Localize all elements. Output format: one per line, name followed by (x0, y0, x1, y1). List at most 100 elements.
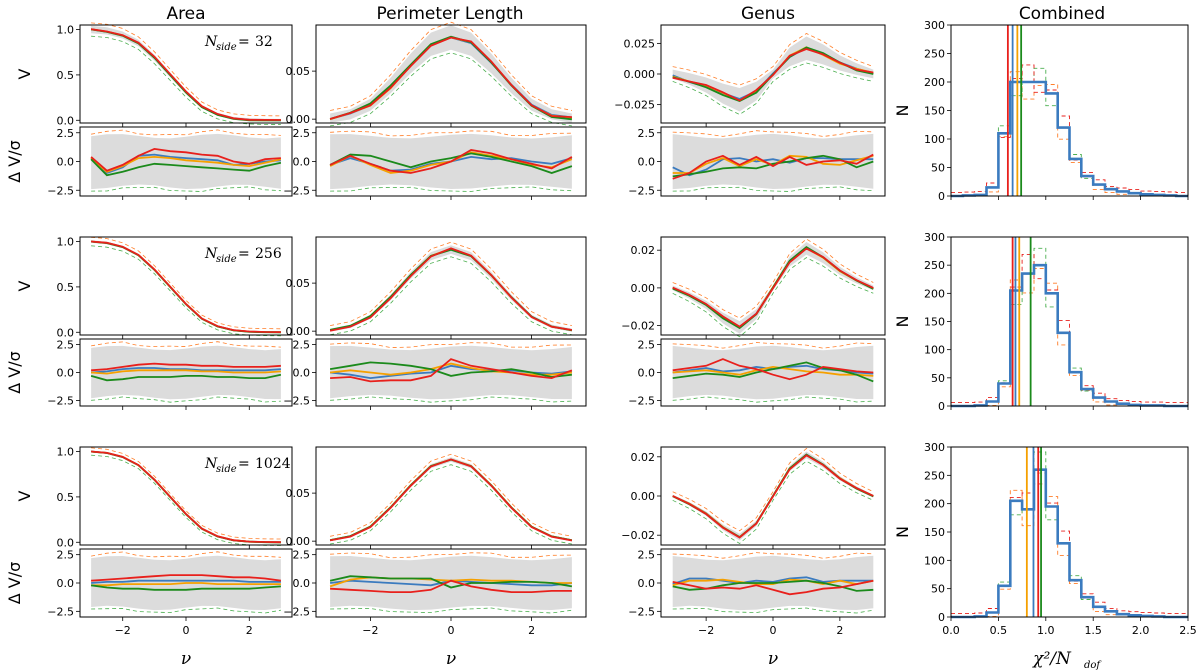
dashed-bound-upper (330, 453, 572, 537)
residual-dashed-lower (672, 607, 874, 614)
hist-ytick-label: 150 (924, 526, 945, 539)
series-line-red (672, 247, 874, 328)
hist-dashed-variant (951, 253, 1188, 404)
histogram-row-1 (951, 237, 1188, 408)
top-1-ytick-label: 0.00 (286, 325, 311, 338)
residual-line-red (91, 574, 282, 582)
top-0-ytick-label: 0.5 (57, 69, 75, 82)
histogram-row-0 (951, 25, 1188, 198)
residual-line-orange (90, 155, 282, 173)
bottom-2-ytick-label: 2.5 (638, 127, 656, 140)
panel-bottom-1-row-1 (329, 342, 573, 403)
bottom-0-ytick-label: −2.5 (47, 394, 74, 407)
residual-line-orange (91, 369, 281, 375)
series-line-blue (91, 240, 281, 334)
hist-ytick-label: 300 (924, 441, 945, 454)
bottom-0-ytick-label: 0.0 (57, 577, 75, 590)
top-2-ytick-label: −0.02 (621, 320, 655, 333)
xlabel-nu: ν (446, 649, 456, 669)
hist-dashed-variant (951, 268, 1188, 407)
hist-xtick-label: 1.5 (1084, 624, 1102, 637)
confidence-band (91, 240, 281, 333)
hist-ytick-label: 200 (924, 76, 945, 89)
hist-xtick-label: 0.5 (990, 624, 1008, 637)
residual-band (91, 133, 281, 190)
col-title-area: Area (166, 4, 205, 24)
panel-top-0-row-1 (91, 236, 281, 337)
panel-bottom-0-row-1 (90, 341, 282, 403)
bottom-2-ytick-label: 0.0 (638, 367, 656, 380)
bottom-2-xtick-label: −2 (698, 624, 714, 637)
panel-bottom-0-row-2 (90, 551, 282, 614)
bottom-0-ytick-label: −2.5 (47, 184, 74, 197)
residual-band (330, 555, 572, 611)
residual-dashed-upper (91, 551, 281, 558)
hist-ytick-label: 150 (924, 105, 945, 118)
bottom-1-ytick-label: −2.5 (283, 605, 310, 618)
hist-ytick-label: 300 (924, 231, 945, 244)
nside-annotation: N (204, 34, 218, 50)
bottom-1-ytick-label: 2.5 (293, 339, 311, 352)
top-1-ytick-label: 0.05 (286, 65, 311, 78)
top-2-ytick-label: 0.00 (631, 282, 656, 295)
nside-annotation-sub: side (216, 42, 237, 53)
residual-line-orange (330, 362, 572, 376)
ylabel-delta-v: Δ V/σ (5, 562, 24, 605)
panels-layer: 0.00.51.0−2.50.02.50.000.05−2.50.02.5−0.… (5, 19, 1197, 671)
dashed-bound-lower (330, 464, 572, 545)
series-line-red (90, 28, 281, 121)
panel-bottom-1-row-0 (329, 130, 573, 192)
bottom-1-xtick-label: −2 (362, 624, 378, 637)
bottom-2-ytick-label: −2.5 (628, 605, 655, 618)
residual-dashed-upper (91, 341, 281, 348)
confidence-band (91, 450, 281, 543)
top-0-ytick-label: 0.0 (57, 536, 75, 549)
ylabel-delta-v: Δ V/σ (5, 351, 24, 394)
hist-dashed-variant (951, 451, 1188, 618)
residual-line-red (672, 358, 874, 381)
ylabel-delta-v: Δ V/σ (5, 140, 24, 183)
nside-annotation-sub: side (216, 254, 237, 265)
bottom-0-ytick-label: 2.5 (57, 339, 75, 352)
series-line-red (91, 450, 281, 544)
series-line-red (329, 458, 573, 542)
bottom-2-ytick-label: −2.5 (628, 394, 655, 407)
xlabel-nu: ν (768, 649, 778, 669)
hist-ytick-label: 150 (924, 316, 945, 329)
bottom-1-ytick-label: 0.0 (293, 577, 311, 590)
panel-bottom-0-row-0 (90, 129, 282, 192)
series-line-green (91, 450, 281, 544)
residual-dashed-lower (672, 186, 874, 192)
xlabel-chi2: χ²/N (1032, 649, 1072, 669)
panel-bottom-2-row-0 (672, 130, 874, 192)
top-0-ytick-label: 0.5 (57, 491, 75, 504)
dashed-bound-lower (330, 52, 572, 127)
top-0-ytick-label: 1.0 (57, 24, 75, 37)
dashed-bound-upper (91, 236, 281, 330)
panel-bottom-2-row-2 (672, 552, 874, 614)
nside-annotation-sub: side (216, 464, 237, 475)
bottom-1-ytick-label: −2.5 (283, 394, 310, 407)
residual-line-orange (672, 154, 874, 174)
panel-top-0-row-0 (90, 22, 281, 125)
nside-annotation-value: 256 (255, 246, 282, 262)
bottom-2-xtick-label: 2 (836, 624, 843, 637)
residual-line-green (329, 575, 573, 589)
histogram-row-2 (951, 447, 1188, 619)
top-2-ytick-label: −0.025 (614, 99, 655, 112)
top-0-ytick-label: 1.0 (57, 446, 75, 459)
residual-line-orange (672, 365, 874, 377)
bottom-0-ytick-label: 2.5 (57, 127, 75, 140)
bottom-2-xtick-label: 0 (770, 624, 777, 637)
hist-ytick-label: 300 (924, 19, 945, 32)
bottom-2-ytick-label: 2.5 (638, 339, 656, 352)
series-line-red (91, 240, 281, 333)
top-0-ytick-label: 0.5 (57, 281, 75, 294)
series-line-red (329, 36, 572, 120)
series-line-blue (91, 450, 281, 544)
nside-annotation-eq: = (238, 246, 250, 262)
ylabel-v: V (15, 68, 34, 79)
top-1-ytick-label: 0.00 (286, 113, 311, 126)
xlabel-nu: ν (181, 649, 191, 669)
